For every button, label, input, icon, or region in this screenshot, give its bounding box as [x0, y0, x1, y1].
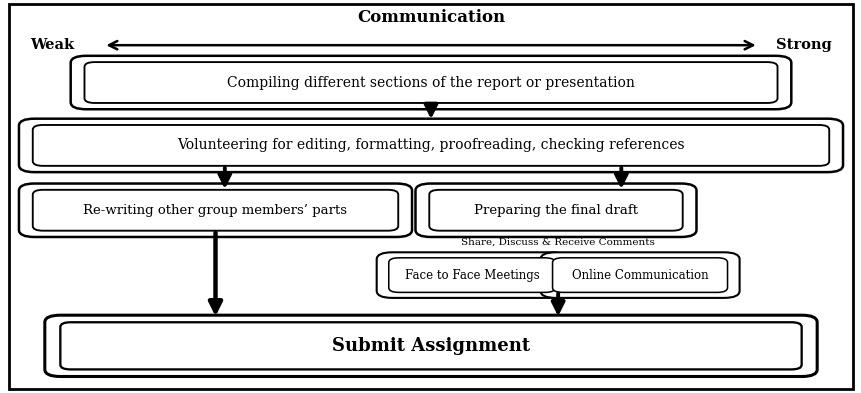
- Text: Weak: Weak: [30, 38, 74, 52]
- Text: Online Communication: Online Communication: [571, 268, 708, 282]
- FancyBboxPatch shape: [19, 119, 842, 172]
- FancyBboxPatch shape: [376, 252, 567, 298]
- Text: Preparing the final draft: Preparing the final draft: [474, 204, 637, 217]
- FancyBboxPatch shape: [71, 56, 790, 109]
- Text: Submit Assignment: Submit Assignment: [331, 337, 530, 355]
- FancyBboxPatch shape: [552, 258, 727, 292]
- FancyBboxPatch shape: [9, 4, 852, 389]
- FancyBboxPatch shape: [415, 184, 696, 237]
- FancyBboxPatch shape: [33, 190, 398, 231]
- FancyBboxPatch shape: [19, 184, 412, 237]
- FancyBboxPatch shape: [45, 315, 816, 376]
- FancyBboxPatch shape: [540, 252, 739, 298]
- Text: Strong: Strong: [775, 38, 831, 52]
- Text: Re-writing other group members’ parts: Re-writing other group members’ parts: [84, 204, 347, 217]
- FancyBboxPatch shape: [60, 322, 801, 369]
- Text: Face to Face Meetings: Face to Face Meetings: [404, 268, 539, 282]
- FancyBboxPatch shape: [84, 62, 777, 103]
- Text: Communication: Communication: [356, 9, 505, 26]
- FancyBboxPatch shape: [429, 190, 682, 231]
- Text: Share, Discuss & Receive Comments: Share, Discuss & Receive Comments: [461, 238, 654, 247]
- Text: Compiling different sections of the report or presentation: Compiling different sections of the repo…: [226, 75, 635, 90]
- Text: Volunteering for editing, formatting, proofreading, checking references: Volunteering for editing, formatting, pr…: [177, 138, 684, 152]
- FancyBboxPatch shape: [388, 258, 554, 292]
- FancyBboxPatch shape: [33, 125, 828, 166]
